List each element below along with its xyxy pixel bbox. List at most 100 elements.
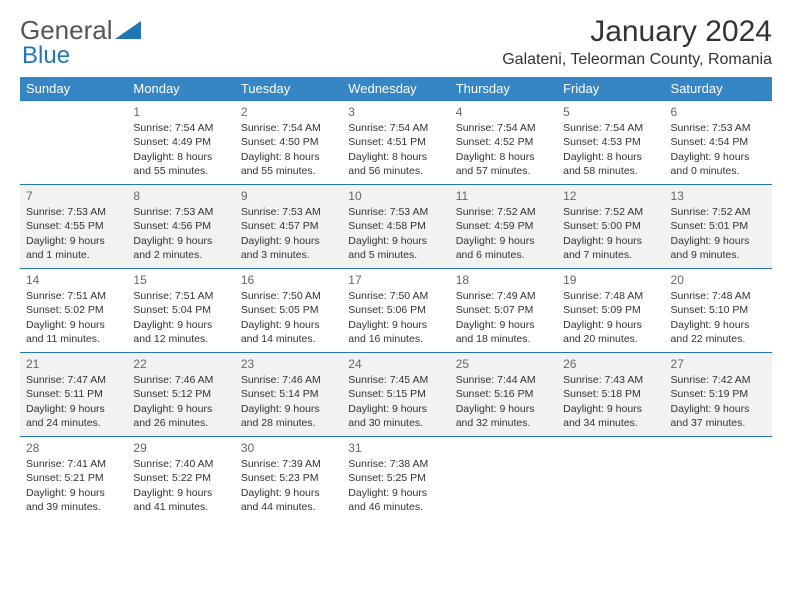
- day-number: 19: [563, 272, 658, 288]
- day-number: 8: [133, 188, 228, 204]
- title-block: January 2024 Galateni, Teleorman County,…: [502, 15, 772, 69]
- day-number: 24: [348, 356, 443, 372]
- month-title: January 2024: [502, 15, 772, 49]
- day-details: Sunrise: 7:53 AMSunset: 4:55 PMDaylight:…: [26, 205, 121, 262]
- logo-triangle-icon: [115, 15, 141, 46]
- day-cell: 28Sunrise: 7:41 AMSunset: 5:21 PMDayligh…: [20, 437, 127, 521]
- day-details: Sunrise: 7:42 AMSunset: 5:19 PMDaylight:…: [671, 373, 766, 430]
- day-number: 9: [241, 188, 336, 204]
- calendar-body: 1Sunrise: 7:54 AMSunset: 4:49 PMDaylight…: [20, 101, 772, 521]
- day-cell: 31Sunrise: 7:38 AMSunset: 5:25 PMDayligh…: [342, 437, 449, 521]
- day-number: 10: [348, 188, 443, 204]
- day-cell: 8Sunrise: 7:53 AMSunset: 4:56 PMDaylight…: [127, 185, 234, 269]
- day-number: 6: [671, 104, 766, 120]
- day-details: Sunrise: 7:52 AMSunset: 5:01 PMDaylight:…: [671, 205, 766, 262]
- day-cell: 24Sunrise: 7:45 AMSunset: 5:15 PMDayligh…: [342, 353, 449, 437]
- day-details: Sunrise: 7:39 AMSunset: 5:23 PMDaylight:…: [241, 457, 336, 514]
- day-cell: 19Sunrise: 7:48 AMSunset: 5:09 PMDayligh…: [557, 269, 664, 353]
- day-number: 16: [241, 272, 336, 288]
- day-number: 15: [133, 272, 228, 288]
- calendar-table: Sunday Monday Tuesday Wednesday Thursday…: [20, 77, 772, 521]
- day-cell: 4Sunrise: 7:54 AMSunset: 4:52 PMDaylight…: [450, 101, 557, 185]
- day-cell: 9Sunrise: 7:53 AMSunset: 4:57 PMDaylight…: [235, 185, 342, 269]
- day-number: 30: [241, 440, 336, 456]
- header-monday: Monday: [127, 77, 234, 101]
- day-cell: 6Sunrise: 7:53 AMSunset: 4:54 PMDaylight…: [665, 101, 772, 185]
- location: Galateni, Teleorman County, Romania: [502, 51, 772, 69]
- day-details: Sunrise: 7:52 AMSunset: 4:59 PMDaylight:…: [456, 205, 551, 262]
- day-cell: 21Sunrise: 7:47 AMSunset: 5:11 PMDayligh…: [20, 353, 127, 437]
- day-number: 22: [133, 356, 228, 372]
- header: General January 2024 Galateni, Teleorman…: [20, 15, 772, 69]
- day-cell: 15Sunrise: 7:51 AMSunset: 5:04 PMDayligh…: [127, 269, 234, 353]
- day-number: 27: [671, 356, 766, 372]
- day-cell: 30Sunrise: 7:39 AMSunset: 5:23 PMDayligh…: [235, 437, 342, 521]
- day-details: Sunrise: 7:46 AMSunset: 5:14 PMDaylight:…: [241, 373, 336, 430]
- header-sunday: Sunday: [20, 77, 127, 101]
- day-details: Sunrise: 7:49 AMSunset: 5:07 PMDaylight:…: [456, 289, 551, 346]
- day-details: Sunrise: 7:52 AMSunset: 5:00 PMDaylight:…: [563, 205, 658, 262]
- header-friday: Friday: [557, 77, 664, 101]
- header-saturday: Saturday: [665, 77, 772, 101]
- day-details: Sunrise: 7:43 AMSunset: 5:18 PMDaylight:…: [563, 373, 658, 430]
- day-cell: 26Sunrise: 7:43 AMSunset: 5:18 PMDayligh…: [557, 353, 664, 437]
- day-cell: 14Sunrise: 7:51 AMSunset: 5:02 PMDayligh…: [20, 269, 127, 353]
- day-cell: 16Sunrise: 7:50 AMSunset: 5:05 PMDayligh…: [235, 269, 342, 353]
- day-details: Sunrise: 7:46 AMSunset: 5:12 PMDaylight:…: [133, 373, 228, 430]
- day-number: 1: [133, 104, 228, 120]
- day-cell: 3Sunrise: 7:54 AMSunset: 4:51 PMDaylight…: [342, 101, 449, 185]
- day-cell: 29Sunrise: 7:40 AMSunset: 5:22 PMDayligh…: [127, 437, 234, 521]
- day-cell: 5Sunrise: 7:54 AMSunset: 4:53 PMDaylight…: [557, 101, 664, 185]
- header-wednesday: Wednesday: [342, 77, 449, 101]
- day-number: 14: [26, 272, 121, 288]
- day-details: Sunrise: 7:50 AMSunset: 5:05 PMDaylight:…: [241, 289, 336, 346]
- day-cell: 10Sunrise: 7:53 AMSunset: 4:58 PMDayligh…: [342, 185, 449, 269]
- day-number: 18: [456, 272, 551, 288]
- day-header-row: Sunday Monday Tuesday Wednesday Thursday…: [20, 77, 772, 101]
- day-details: Sunrise: 7:47 AMSunset: 5:11 PMDaylight:…: [26, 373, 121, 430]
- day-number: 20: [671, 272, 766, 288]
- day-cell: 27Sunrise: 7:42 AMSunset: 5:19 PMDayligh…: [665, 353, 772, 437]
- day-details: Sunrise: 7:38 AMSunset: 5:25 PMDaylight:…: [348, 457, 443, 514]
- day-details: Sunrise: 7:44 AMSunset: 5:16 PMDaylight:…: [456, 373, 551, 430]
- day-details: Sunrise: 7:45 AMSunset: 5:15 PMDaylight:…: [348, 373, 443, 430]
- day-number: 12: [563, 188, 658, 204]
- day-number: 26: [563, 356, 658, 372]
- week-row: 21Sunrise: 7:47 AMSunset: 5:11 PMDayligh…: [20, 353, 772, 437]
- day-details: Sunrise: 7:53 AMSunset: 4:57 PMDaylight:…: [241, 205, 336, 262]
- day-cell: 13Sunrise: 7:52 AMSunset: 5:01 PMDayligh…: [665, 185, 772, 269]
- day-number: 4: [456, 104, 551, 120]
- day-details: Sunrise: 7:40 AMSunset: 5:22 PMDaylight:…: [133, 457, 228, 514]
- day-details: Sunrise: 7:53 AMSunset: 4:56 PMDaylight:…: [133, 205, 228, 262]
- day-details: Sunrise: 7:54 AMSunset: 4:51 PMDaylight:…: [348, 121, 443, 178]
- day-number: 13: [671, 188, 766, 204]
- day-number: 3: [348, 104, 443, 120]
- day-cell: [20, 101, 127, 185]
- day-details: Sunrise: 7:54 AMSunset: 4:50 PMDaylight:…: [241, 121, 336, 178]
- header-thursday: Thursday: [450, 77, 557, 101]
- day-number: 2: [241, 104, 336, 120]
- day-details: Sunrise: 7:54 AMSunset: 4:53 PMDaylight:…: [563, 121, 658, 178]
- day-cell: 12Sunrise: 7:52 AMSunset: 5:00 PMDayligh…: [557, 185, 664, 269]
- day-details: Sunrise: 7:53 AMSunset: 4:58 PMDaylight:…: [348, 205, 443, 262]
- day-number: 5: [563, 104, 658, 120]
- logo-text-blue: Blue: [22, 42, 70, 70]
- day-number: 28: [26, 440, 121, 456]
- day-number: 23: [241, 356, 336, 372]
- day-details: Sunrise: 7:54 AMSunset: 4:49 PMDaylight:…: [133, 121, 228, 178]
- day-cell: 18Sunrise: 7:49 AMSunset: 5:07 PMDayligh…: [450, 269, 557, 353]
- day-details: Sunrise: 7:53 AMSunset: 4:54 PMDaylight:…: [671, 121, 766, 178]
- day-details: Sunrise: 7:51 AMSunset: 5:02 PMDaylight:…: [26, 289, 121, 346]
- week-row: 1Sunrise: 7:54 AMSunset: 4:49 PMDaylight…: [20, 101, 772, 185]
- day-number: 11: [456, 188, 551, 204]
- day-number: 29: [133, 440, 228, 456]
- day-number: 21: [26, 356, 121, 372]
- day-cell: 25Sunrise: 7:44 AMSunset: 5:16 PMDayligh…: [450, 353, 557, 437]
- day-cell: 7Sunrise: 7:53 AMSunset: 4:55 PMDaylight…: [20, 185, 127, 269]
- day-number: 17: [348, 272, 443, 288]
- week-row: 14Sunrise: 7:51 AMSunset: 5:02 PMDayligh…: [20, 269, 772, 353]
- day-cell: 20Sunrise: 7:48 AMSunset: 5:10 PMDayligh…: [665, 269, 772, 353]
- day-details: Sunrise: 7:50 AMSunset: 5:06 PMDaylight:…: [348, 289, 443, 346]
- day-cell: 1Sunrise: 7:54 AMSunset: 4:49 PMDaylight…: [127, 101, 234, 185]
- day-details: Sunrise: 7:51 AMSunset: 5:04 PMDaylight:…: [133, 289, 228, 346]
